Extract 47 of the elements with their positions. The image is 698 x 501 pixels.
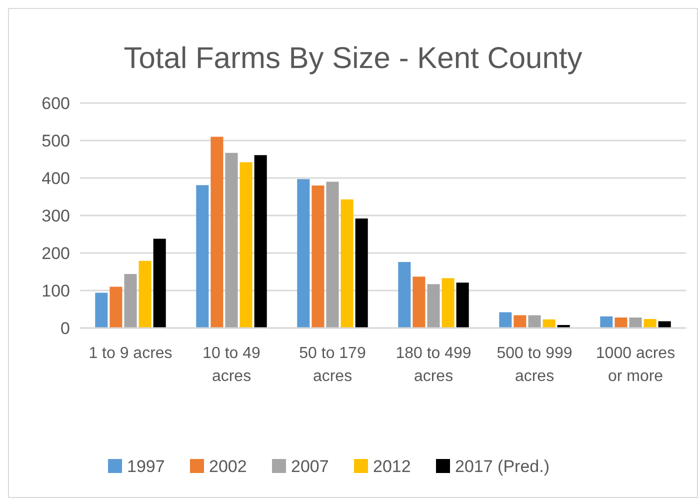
x-tick-label: 1 to 9 acres [88, 345, 172, 362]
bar [326, 182, 339, 328]
y-tick-label: 200 [42, 244, 70, 263]
bar [124, 274, 137, 328]
y-tick-label: 600 [42, 94, 70, 113]
legend-label: 2012 [373, 456, 411, 476]
bar [614, 318, 628, 328]
legend-label: 2017 (Pred.) [455, 456, 550, 476]
bar [110, 286, 122, 328]
bar [542, 319, 556, 328]
bar [225, 152, 238, 328]
bar [600, 316, 613, 328]
bar [312, 186, 324, 328]
x-tick-label: 10 to 49 acres [202, 345, 261, 385]
bar [644, 319, 656, 328]
y-tick-label: 0 [60, 318, 70, 338]
x-tick-label: 50 to 179 acres [299, 345, 366, 385]
y-tick-label: 100 [42, 281, 70, 300]
bar [210, 136, 224, 328]
bar [427, 284, 440, 328]
bar [499, 312, 512, 328]
bar [153, 238, 166, 328]
bar [254, 155, 267, 328]
legend-label: 2007 [291, 456, 329, 476]
bar [528, 315, 541, 328]
x-tick-label: 1000 acres or more [596, 345, 676, 385]
chart-title: Total Farms By Size - Kent County [124, 42, 582, 75]
bar [138, 260, 152, 328]
bar [95, 292, 108, 328]
x-tick-label: 500 to 999 acres [496, 345, 572, 385]
legend-label: 1997 [127, 456, 165, 476]
bar [240, 162, 252, 328]
y-tick-label: 400 [42, 168, 70, 188]
bar [297, 179, 310, 328]
y-tick-label: 500 [42, 131, 70, 150]
bar [514, 315, 526, 328]
x-tick-label: 180 to 499 acres [396, 345, 472, 385]
bar [412, 276, 426, 328]
bar [398, 262, 411, 328]
y-tick-label: 300 [42, 206, 70, 226]
bar [355, 218, 368, 328]
bar [629, 318, 642, 328]
bar [456, 282, 469, 328]
bar [196, 185, 209, 328]
legend-label: 2002 [209, 456, 247, 476]
bar [340, 199, 354, 328]
bar [442, 278, 454, 328]
